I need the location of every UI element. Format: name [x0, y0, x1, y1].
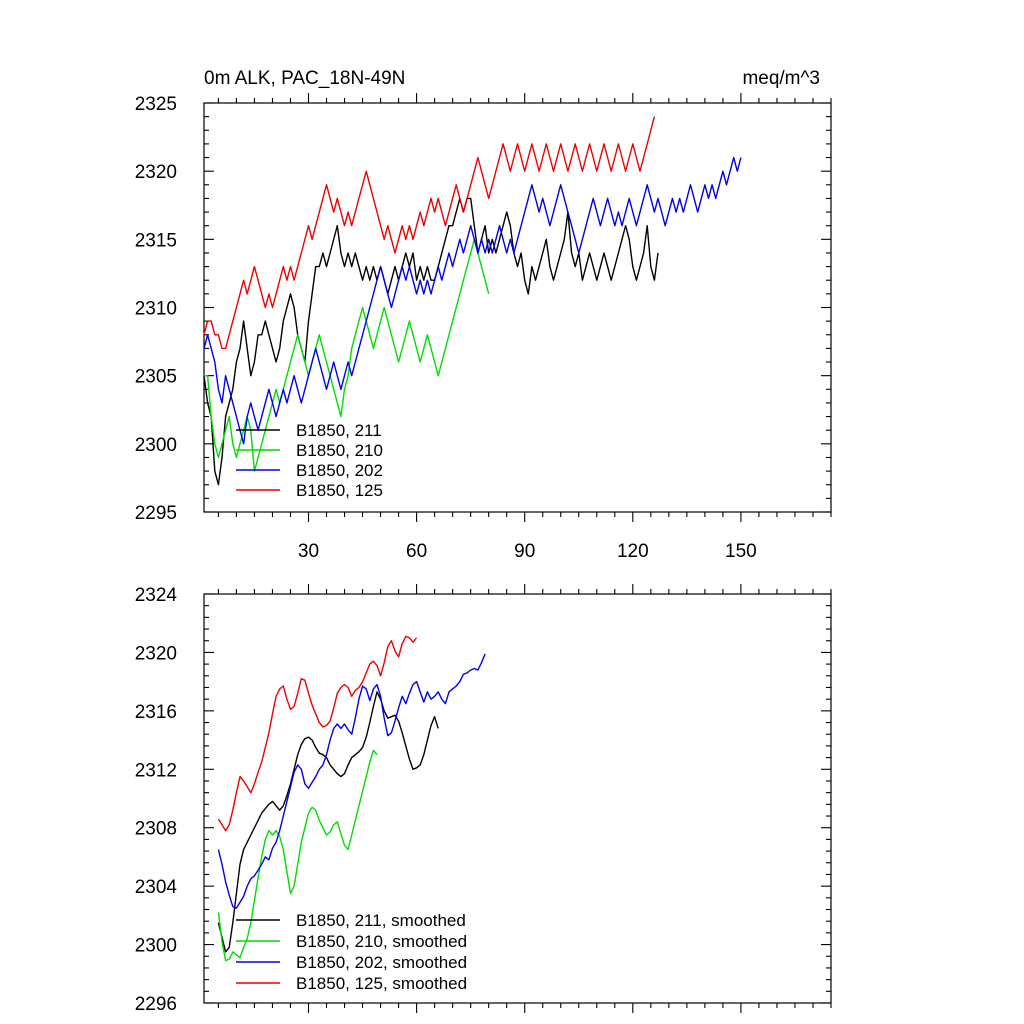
series-line — [203, 197, 659, 486]
y-tick-label: 2300 — [135, 936, 177, 957]
legend-label: B1850, 210 — [296, 441, 383, 460]
legend-label: B1850, 202, smoothed — [296, 953, 467, 972]
y-tick-label: 2324 — [135, 585, 178, 606]
y-tick-label: 2325 — [135, 94, 177, 115]
x-tick-label: 120 — [617, 541, 649, 562]
x-tick-label: 150 — [725, 541, 757, 562]
y-tick-label: 2308 — [135, 819, 177, 840]
plot-frame — [203, 593, 832, 1004]
y-tick-label: 2310 — [135, 299, 177, 320]
x-tick-label: 90 — [514, 541, 535, 562]
series-line — [217, 653, 486, 909]
legend-label: B1850, 210, smoothed — [296, 932, 467, 951]
legend-label: B1850, 211 — [296, 421, 382, 440]
y-tick-label: 2300 — [135, 435, 177, 456]
y-tick-label: 2304 — [135, 877, 178, 898]
series-line — [203, 156, 742, 445]
y-tick-label: 2320 — [135, 162, 177, 183]
y-tick-label: 2315 — [135, 230, 177, 251]
legend-label: B1850, 211, smoothed — [296, 911, 466, 930]
legend-label: B1850, 125 — [296, 481, 383, 500]
series-line — [217, 635, 418, 832]
series-line — [217, 749, 378, 962]
y-tick-label: 2312 — [135, 760, 177, 781]
y-tick-label: 2305 — [135, 367, 177, 388]
y-tick-label: 2296 — [135, 994, 177, 1015]
legend-label: B1850, 125, smoothed — [296, 974, 467, 993]
legend-label: B1850, 202 — [296, 461, 383, 480]
series-line — [203, 116, 656, 350]
y-tick-label: 2320 — [135, 643, 177, 664]
top-panel: 2295 2300 2305 2310 2315 2320 2325 30 60 90 120 150… — [135, 93, 832, 562]
x-tick-label: 30 — [298, 541, 319, 562]
series-line — [217, 691, 439, 953]
x-tick-label: 60 — [406, 541, 427, 562]
series-line — [204, 238, 490, 472]
chart-title: 0m ALK, PAC_18N-49N — [204, 68, 405, 89]
chart-units: meq/m^3 — [742, 68, 820, 89]
bottom-panel: 2296 2300 2304 2308 2312 2316 2320 2324 B1850, 2… — [135, 584, 832, 1015]
y-tick-label: 2295 — [135, 503, 177, 524]
y-tick-label: 2316 — [135, 702, 177, 723]
